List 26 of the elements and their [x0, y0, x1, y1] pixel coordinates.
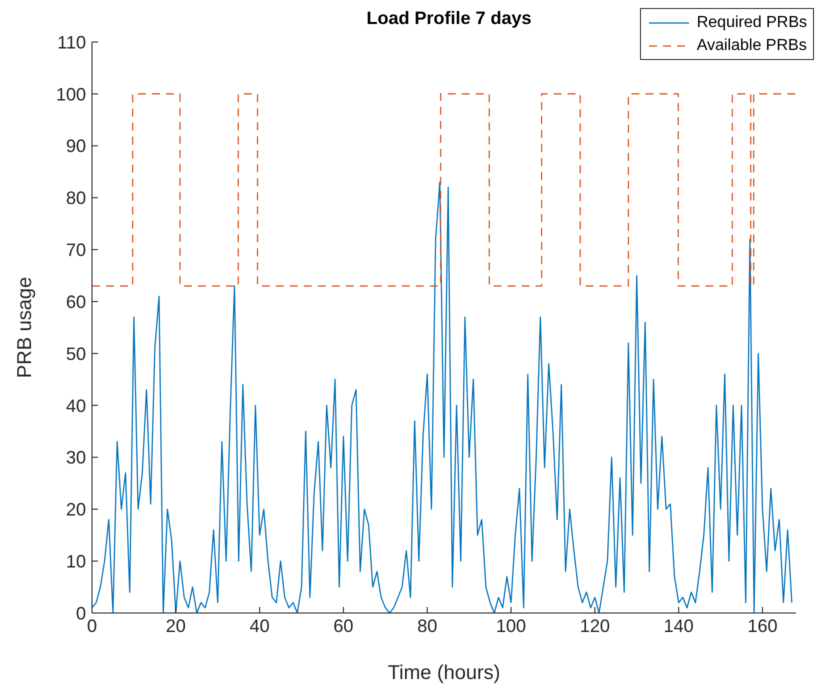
- y-tick-label: 50: [66, 344, 86, 364]
- x-tick-label: 100: [496, 616, 526, 636]
- y-tick-label: 10: [66, 551, 86, 572]
- x-tick-label: 160: [747, 616, 778, 636]
- y-tick-label: 20: [66, 500, 86, 520]
- x-tick-label: 60: [333, 616, 354, 636]
- x-tick-label: 40: [250, 616, 270, 636]
- line-series: [92, 182, 792, 613]
- legend-label: Available PRBs: [696, 36, 807, 54]
- y-axis-title: PRB usage: [14, 276, 36, 378]
- x-tick-label: 80: [417, 616, 438, 636]
- y-tick-label: 40: [66, 396, 86, 416]
- y-tick-label: 90: [66, 136, 86, 156]
- chart-title: Load Profile 7 days: [366, 8, 532, 28]
- y-tick-label: 70: [66, 240, 86, 260]
- x-axis-title: Time (hours): [388, 662, 500, 684]
- x-tick-label: 20: [166, 616, 186, 636]
- y-tick-label: 100: [56, 84, 86, 104]
- x-tick-label: 120: [580, 616, 610, 636]
- y-tick-label: 30: [66, 448, 86, 468]
- x-tick-label: 140: [664, 616, 694, 636]
- legend-label: Required PRBs: [696, 14, 807, 32]
- y-tick-label: 110: [57, 32, 86, 52]
- y-tick-label: 0: [76, 603, 86, 624]
- y-tick-label: 80: [66, 188, 86, 208]
- y-tick-label: 60: [66, 292, 86, 312]
